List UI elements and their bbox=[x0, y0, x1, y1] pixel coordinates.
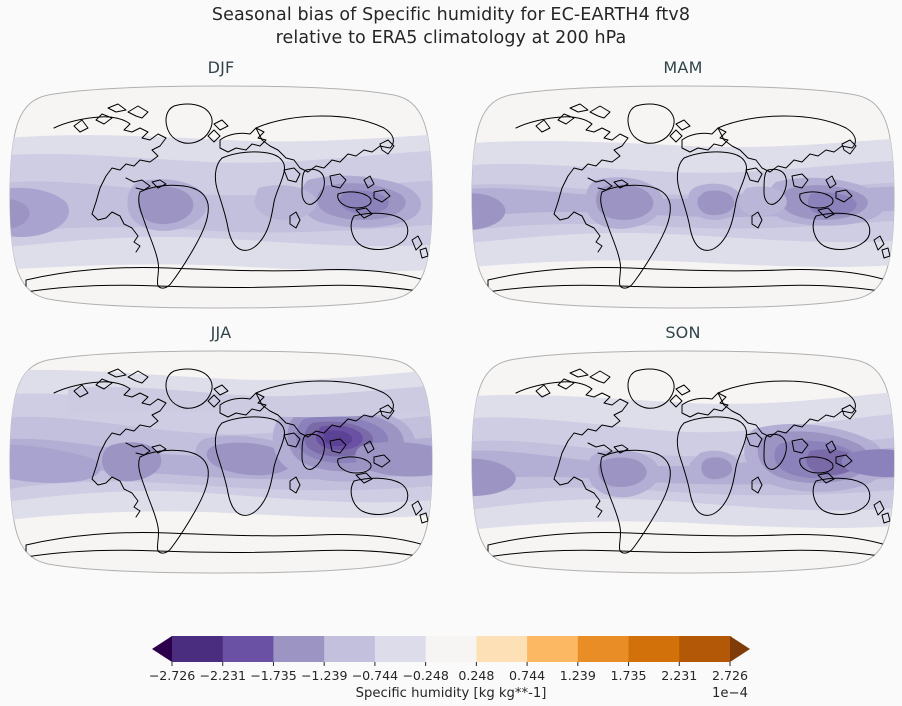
map-mam[interactable] bbox=[470, 84, 896, 310]
colorbar-tick-label: −2.231 bbox=[199, 668, 246, 683]
panel-title-djf: DJF bbox=[207, 58, 235, 77]
colorbar-tick-label: 1.735 bbox=[611, 668, 647, 683]
colorbar-band bbox=[273, 636, 325, 662]
panel-title-jja: JJA bbox=[210, 323, 232, 342]
colorbar-extend-min bbox=[152, 636, 172, 662]
map-djf[interactable] bbox=[8, 84, 434, 310]
colorbar-tick-label: 2.231 bbox=[661, 668, 697, 683]
colorbar-band bbox=[527, 636, 579, 662]
colorbar-band bbox=[679, 636, 731, 662]
colorbar-extend-max bbox=[730, 636, 750, 662]
colorbar[interactable]: −2.726 −2.231 −1.735 −1.239 −0.744 −0.248 0.24… bbox=[0, 624, 902, 706]
colorbar-band bbox=[374, 636, 427, 662]
colorbar-band bbox=[577, 636, 630, 662]
panel-son: SON bbox=[470, 323, 896, 575]
panel-title-son: SON bbox=[665, 323, 701, 342]
map-jja[interactable] bbox=[8, 349, 434, 575]
colorbar-tick-label: −0.744 bbox=[352, 668, 399, 683]
colorbar-band bbox=[628, 636, 680, 662]
colorbar-band bbox=[425, 636, 477, 662]
colorbar-bands bbox=[152, 636, 750, 662]
panel-mam: MAM bbox=[470, 58, 896, 310]
colorbar-band bbox=[476, 636, 528, 662]
colorbar-tick-label: 2.726 bbox=[712, 668, 748, 683]
colorbar-tick-label: −2.726 bbox=[149, 668, 196, 683]
colorbar-tick-labels: −2.726 −2.231 −1.735 −1.239 −0.744 −0.248 0.24… bbox=[149, 668, 748, 683]
colorbar-axis-label: Specific humidity [kg kg**-1] bbox=[355, 686, 547, 701]
colorbar-tick-label: 0.248 bbox=[458, 668, 494, 683]
colorbar-ticks bbox=[171, 662, 731, 666]
colorbar-tick-label: −0.248 bbox=[402, 668, 449, 683]
map-son[interactable] bbox=[470, 349, 896, 575]
panel-djf: DJF bbox=[8, 58, 434, 310]
colorbar-offset-text: 1e−4 bbox=[712, 686, 748, 701]
colorbar-tick-label: −1.239 bbox=[301, 668, 348, 683]
colorbar-tick-label: 1.239 bbox=[560, 668, 596, 683]
colorbar-band bbox=[172, 636, 224, 662]
panel-title-mam: MAM bbox=[663, 58, 703, 77]
figure-title: Seasonal bias of Specific humidity for E… bbox=[211, 5, 691, 48]
colorbar-tick-label: −1.735 bbox=[250, 668, 297, 683]
panel-jja: JJA bbox=[8, 323, 434, 575]
colorbar-band bbox=[222, 636, 274, 662]
colorbar-band bbox=[324, 636, 376, 662]
colorbar-tick-label: 0.744 bbox=[509, 668, 545, 683]
